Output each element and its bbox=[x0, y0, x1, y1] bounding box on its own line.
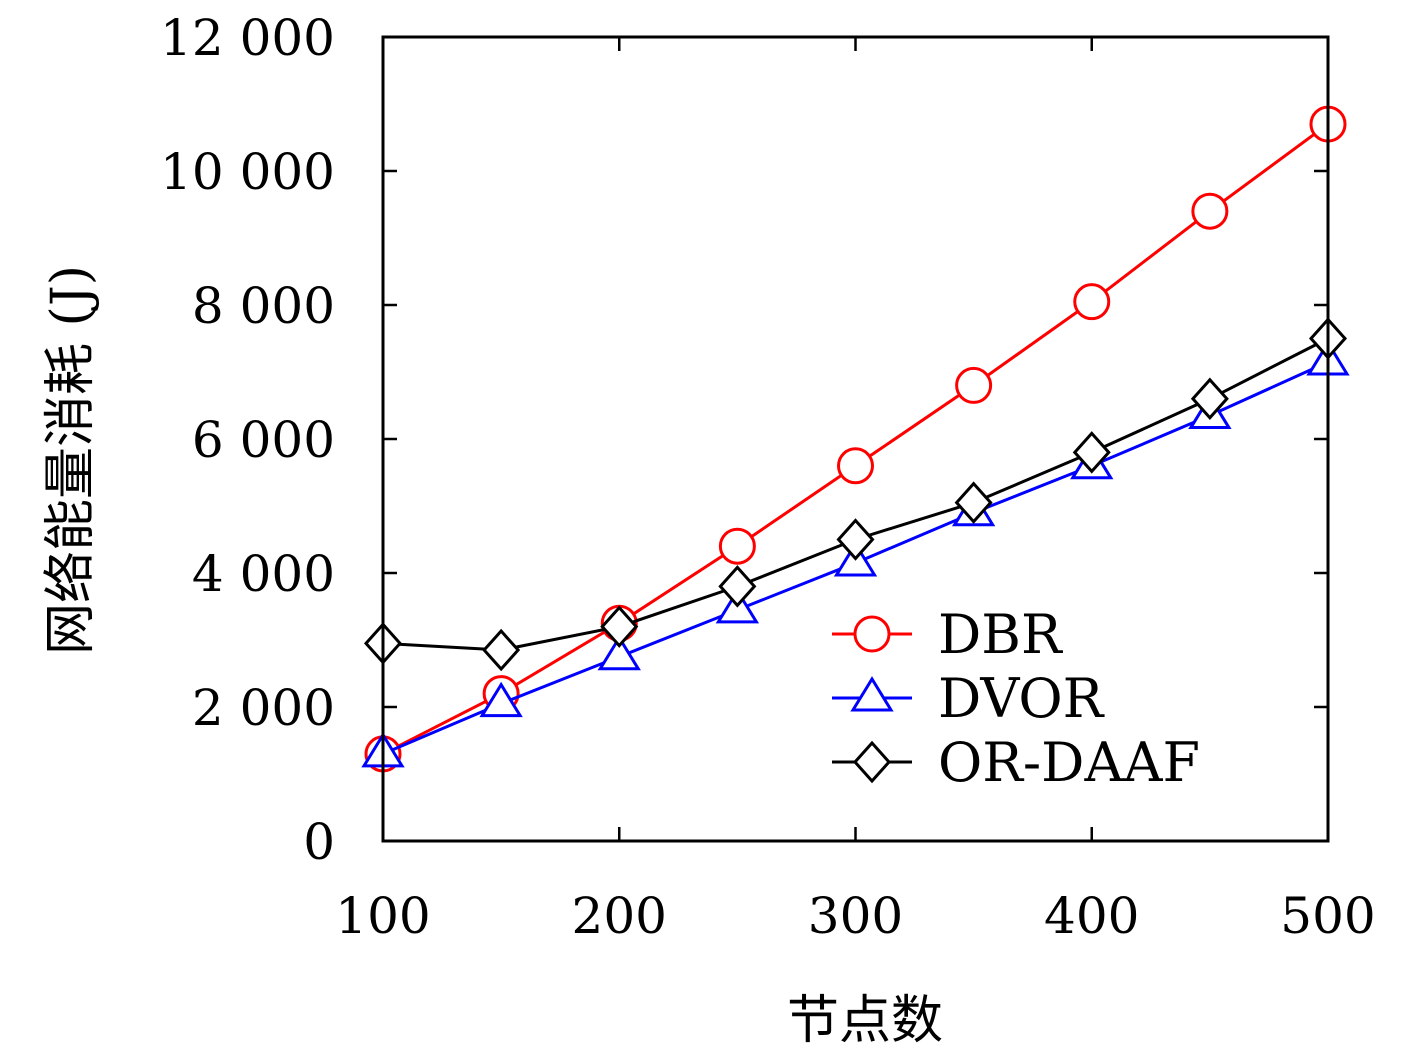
y-tick-label: 4 000 bbox=[192, 545, 335, 603]
x-tick-label: 400 bbox=[1044, 887, 1139, 945]
plot-marks bbox=[361, 105, 1350, 773]
data-point bbox=[836, 518, 875, 561]
y-tick-label: 10 000 bbox=[160, 143, 335, 201]
data-point bbox=[1191, 192, 1229, 230]
x-tick-label: 300 bbox=[808, 887, 903, 945]
data-point bbox=[1073, 283, 1111, 321]
series-or-daaf bbox=[363, 317, 1348, 672]
legend-marker bbox=[850, 676, 894, 712]
data-point bbox=[600, 605, 639, 648]
series-dbr bbox=[364, 105, 1347, 773]
legend-marker bbox=[852, 740, 892, 784]
legend-label: DBR bbox=[938, 603, 1063, 666]
x-axis-label: 节点数 bbox=[787, 991, 943, 1051]
data-point bbox=[1190, 377, 1229, 421]
y-tick-label: 2 000 bbox=[192, 679, 335, 737]
x-tick-label: 200 bbox=[572, 887, 667, 945]
legend-marker bbox=[853, 615, 891, 653]
data-point bbox=[597, 634, 641, 671]
plot-frame bbox=[381, 35, 1330, 843]
axes-ticks: 100 200 300 400 500 0 2 000 4 000 6 000 8 000 10 0… bbox=[160, 9, 1376, 945]
data-point bbox=[482, 628, 521, 672]
x-tick-label: 100 bbox=[335, 887, 430, 945]
legend-label: DVOR bbox=[938, 667, 1105, 730]
y-axis-label: 网络能量消耗 (J) bbox=[41, 265, 101, 655]
y-tick-label: 8 000 bbox=[192, 277, 335, 335]
data-point bbox=[479, 681, 523, 718]
legend-item-dvor: DVOR bbox=[832, 667, 1105, 730]
data-point bbox=[954, 481, 993, 524]
data-point bbox=[718, 565, 757, 608]
y-tick-label: 6 000 bbox=[192, 411, 335, 469]
series-line bbox=[382, 337, 1329, 652]
legend-item-or-daaf: OR-DAAF bbox=[832, 731, 1200, 794]
y-tick-label: 12 000 bbox=[160, 9, 335, 67]
data-point bbox=[837, 447, 874, 485]
series-dvor bbox=[361, 340, 1350, 768]
legend-item-dbr: DBR bbox=[832, 603, 1063, 666]
data-point bbox=[1072, 431, 1111, 474]
data-point bbox=[955, 366, 993, 404]
legend-label: OR-DAAF bbox=[938, 731, 1200, 794]
x-tick-label: 500 bbox=[1280, 887, 1375, 945]
y-tick-label: 0 bbox=[303, 813, 335, 871]
series-line bbox=[382, 122, 1329, 756]
data-point bbox=[718, 527, 756, 565]
